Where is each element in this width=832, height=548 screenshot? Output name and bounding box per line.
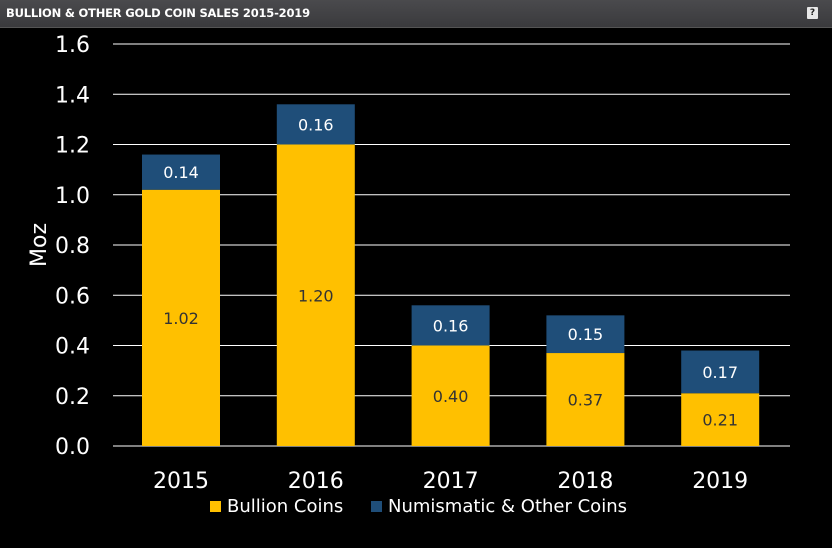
data-label-numismatic: 0.14 [163,163,199,182]
y-tick-label: 1.6 [55,33,90,58]
legend-label-numismatic: Numismatic & Other Coins [388,496,627,517]
bar-bullion-2016 [276,144,355,446]
x-tick-label: 2017 [423,469,479,494]
bar-numismatic-2018 [546,315,625,354]
x-tick-label: 2018 [557,469,613,494]
x-tick-label: 2019 [692,469,748,494]
bar-numismatic-2016 [276,104,355,145]
data-label-bullion: 0.37 [568,391,604,410]
bar-bullion-2019 [681,393,760,446]
bar-bullion-2017 [411,345,490,446]
chart-area: 0.0 0.2 0.4 0.6 0.8 1.0 1.2 1.4 1.6 Moz 1.02 0.14 20… [0,28,832,548]
x-tick-label: 2015 [153,469,209,494]
x-tick-label: 2016 [288,469,344,494]
data-label-bullion: 1.02 [163,309,199,328]
bar-numismatic-2017 [411,305,490,346]
y-tick-label: 1.2 [55,134,90,159]
chart-header: BULLION & OTHER GOLD COIN SALES 2015-201… [0,0,832,28]
bar-numismatic-2019 [681,350,760,394]
data-label-numismatic: 0.15 [568,325,604,344]
y-tick-label: 0.2 [55,385,90,410]
y-tick-label: 0.4 [55,335,90,360]
chart-title: BULLION & OTHER GOLD COIN SALES 2015-201… [6,6,310,20]
help-button[interactable]: ? [807,7,818,19]
data-label-bullion: 1.20 [298,286,334,305]
data-label-numismatic: 0.17 [702,363,738,382]
y-tick-label: 1.4 [55,83,90,108]
y-tick-label: 0.0 [55,435,90,460]
bar-numismatic-2015 [142,154,220,190]
legend-label-bullion: Bullion Coins [227,496,343,517]
data-label-bullion: 0.40 [433,387,469,406]
bar-bullion-2018 [546,353,625,446]
y-axis-title: Moz [27,223,52,267]
data-label-numismatic: 0.16 [298,115,334,134]
data-label-bullion: 0.21 [702,411,738,430]
legend-swatch-numismatic [371,501,382,512]
legend-swatch-bullion [210,501,221,512]
bar-bullion-2015 [142,189,220,446]
y-tick-label: 0.6 [55,284,90,309]
data-label-numismatic: 0.16 [433,316,469,335]
stacked-bar-chart: 0.0 0.2 0.4 0.6 0.8 1.0 1.2 1.4 1.6 Moz 1.02 0.14 20… [27,33,790,517]
y-tick-label: 0.8 [55,234,90,259]
y-tick-label: 1.0 [55,184,90,209]
